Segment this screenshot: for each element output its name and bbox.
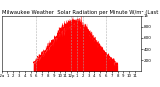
Text: Milwaukee Weather  Solar Radiation per Minute W/m² (Last 24 Hours): Milwaukee Weather Solar Radiation per Mi… <box>2 10 160 15</box>
